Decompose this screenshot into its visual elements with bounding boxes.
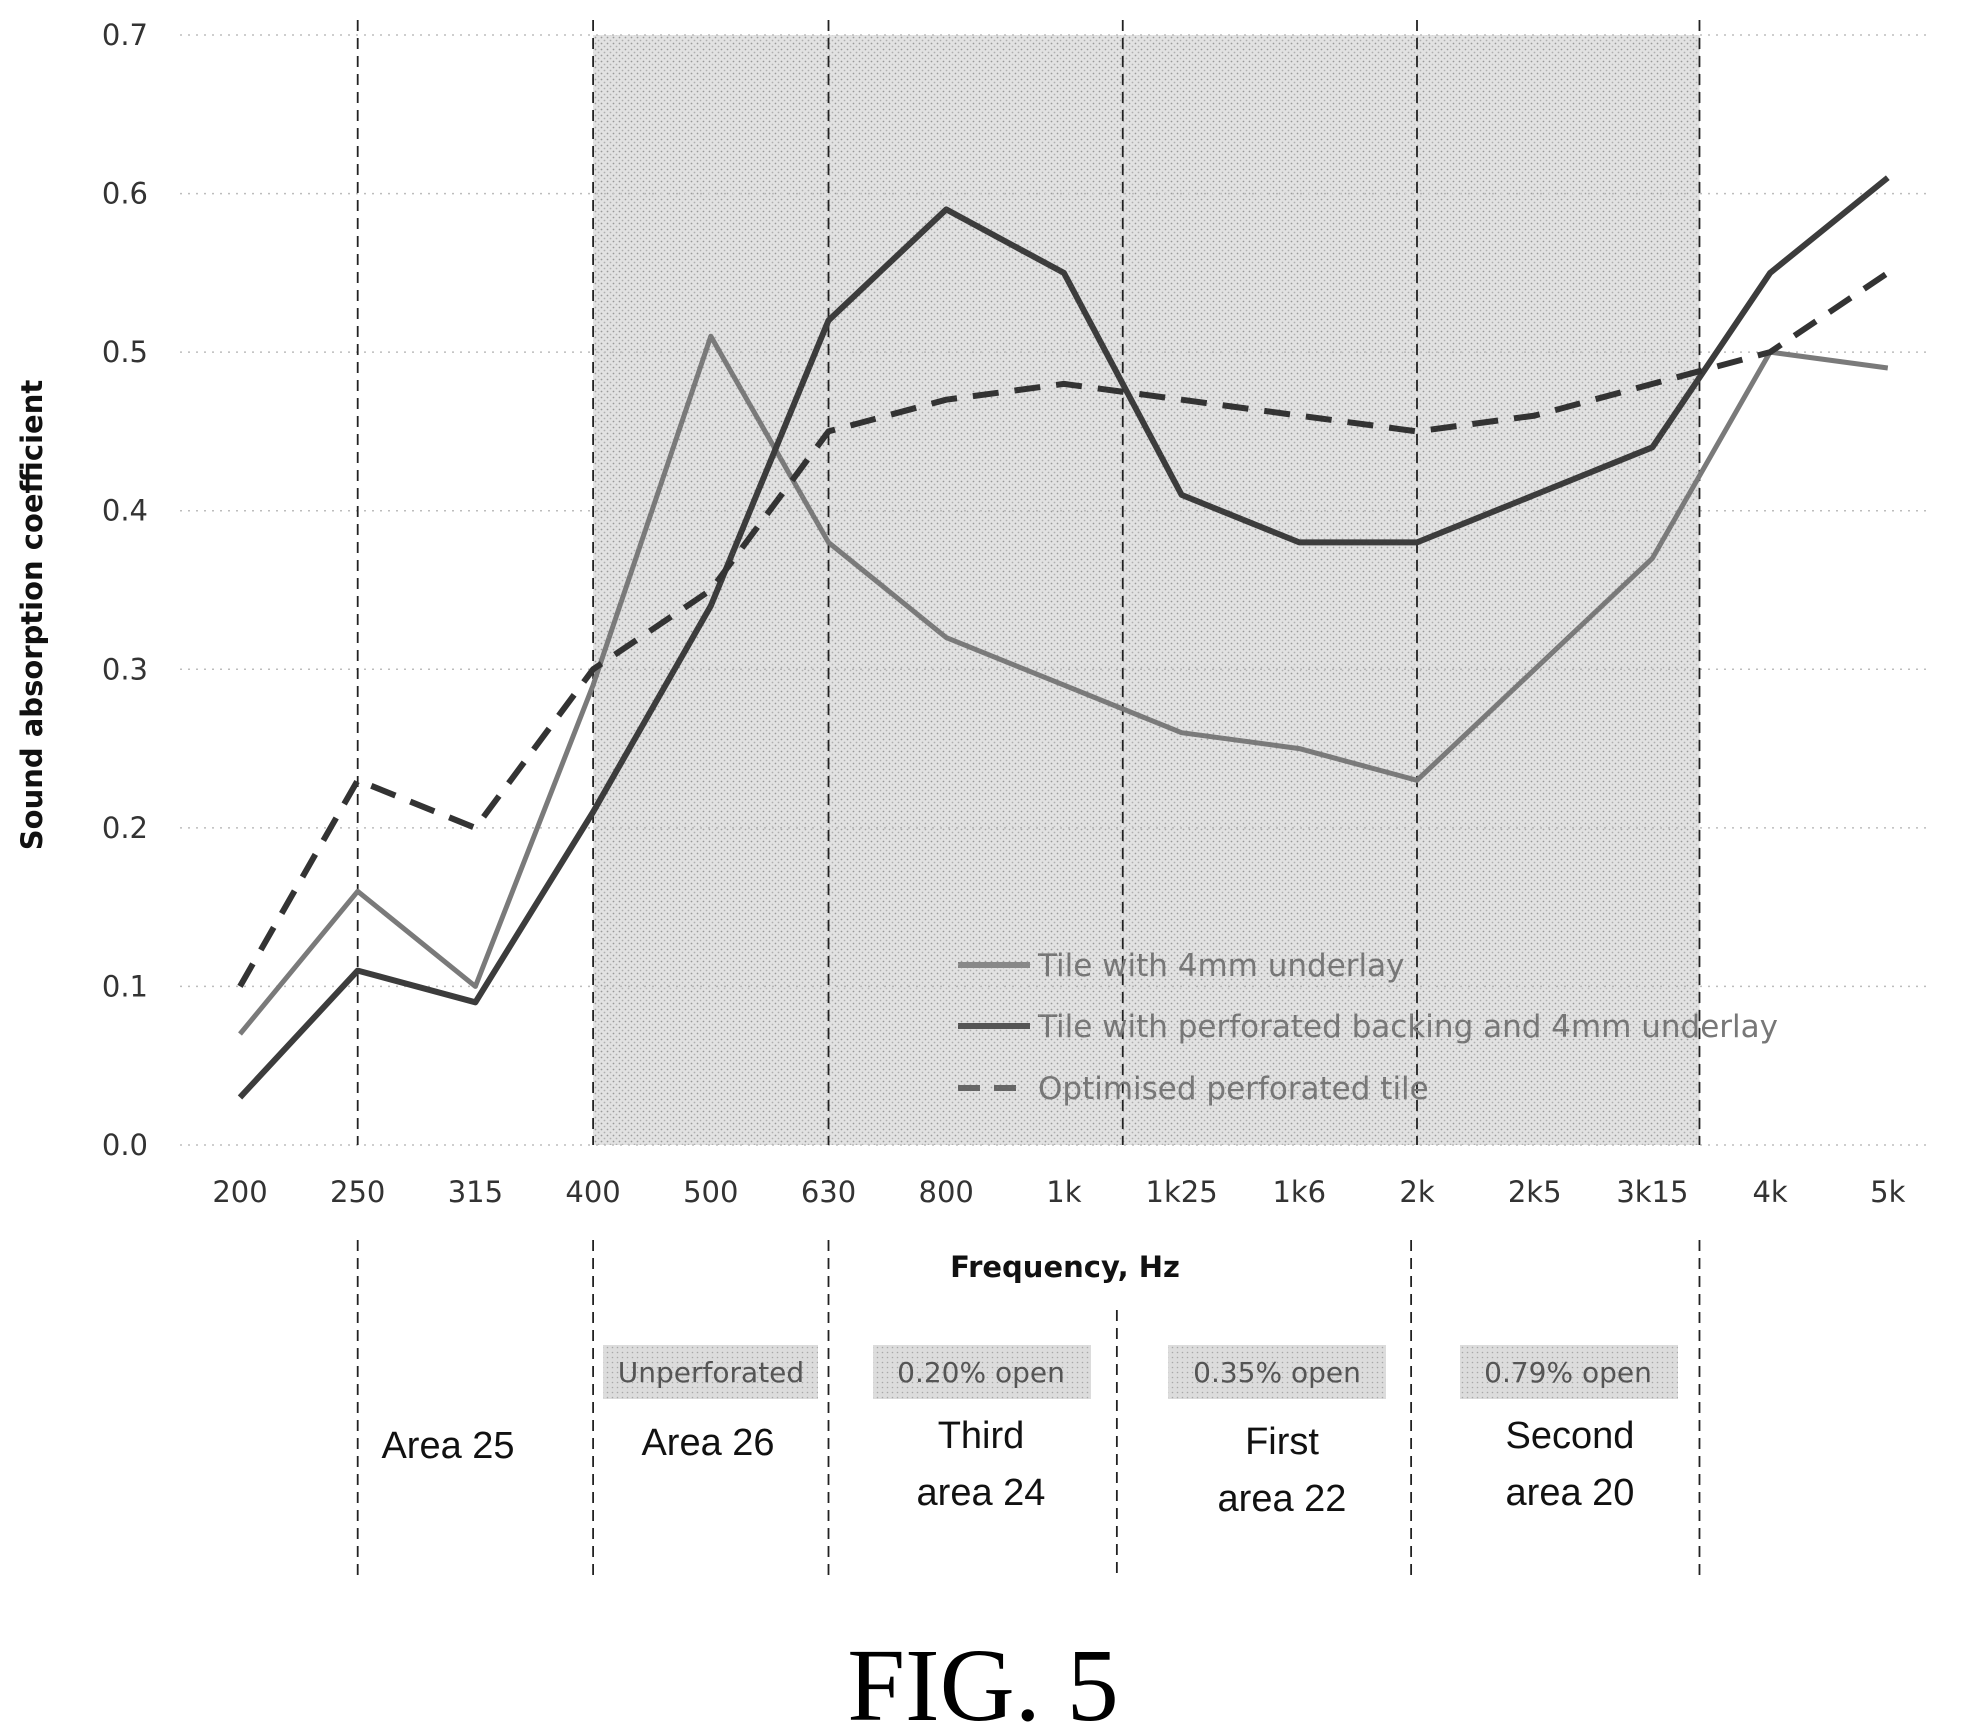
x-tick-label: 250: [330, 1175, 385, 1209]
x-tick-label: 315: [448, 1175, 503, 1209]
series-line-2: [237, 175, 1890, 1100]
area-24-label-line1: Third: [938, 1415, 1025, 1457]
legend-label-series-1: Tile with 4mm underlay: [1037, 948, 1404, 984]
unperforated-box: [603, 1345, 818, 1399]
y-axis-title: Sound absorption coefficient: [15, 380, 49, 851]
y-tick-label: 0.1: [102, 969, 148, 1003]
area-20-open-label: 0.79% open: [1484, 1356, 1652, 1389]
area-20-label-line1: Second: [1506, 1415, 1635, 1457]
x-tick-label: 2k: [1399, 1175, 1434, 1209]
third-area-open-box: [873, 1345, 1091, 1399]
legend-label-series-2: Tile with perforated backing and 4mm und…: [1037, 1009, 1778, 1045]
y-tick-label: 0.0: [102, 1128, 148, 1162]
legend-label-series-3: Optimised perforated tile: [1038, 1071, 1429, 1107]
y-tick-label: 0.6: [102, 177, 148, 211]
y-tick-label: 0.3: [102, 652, 148, 686]
area-annotations: Area 25 Unperforated Area 26 0.20% open …: [381, 1345, 1678, 1520]
shaded-band: [593, 35, 1700, 1145]
area-26-label: Area 26: [641, 1422, 774, 1464]
y-tick-label: 0.5: [102, 335, 148, 369]
y-tick-labels: 0.0 0.1 0.2 0.3 0.4 0.5 0.6 0.7: [102, 18, 148, 1162]
area-25-label: Area 25: [381, 1425, 514, 1467]
area-22-open-label: 0.35% open: [1193, 1356, 1361, 1389]
x-tick-label: 3k15: [1616, 1175, 1688, 1209]
y-tick-label: 0.7: [102, 18, 148, 52]
x-tick-label: 800: [919, 1175, 974, 1209]
x-axis-title: Frequency, Hz: [950, 1250, 1180, 1284]
x-tick-label: 1k25: [1146, 1175, 1218, 1209]
x-tick-label: 200: [212, 1175, 267, 1209]
y-tick-label: 0.2: [102, 811, 148, 845]
y-tick-label: 0.4: [102, 494, 148, 528]
series-line-3: [237, 270, 1890, 988]
x-tick-label: 1k6: [1272, 1175, 1326, 1209]
first-area-open-box: [1168, 1345, 1386, 1399]
x-tick-label: 2k5: [1508, 1175, 1562, 1209]
second-area-open-box: [1460, 1345, 1678, 1399]
x-tick-label: 1k: [1046, 1175, 1081, 1209]
x-tick-labels: 200 250 315 400 500 630 800 1k 1k25 1k6 2k 2k5 3k15 4…: [212, 1175, 1905, 1209]
area-22-label-line1: First: [1245, 1421, 1319, 1463]
x-tick-label: 5k: [1870, 1175, 1905, 1209]
x-tick-label: 4k: [1752, 1175, 1787, 1209]
area-24-label-line2: area 24: [917, 1472, 1046, 1514]
x-tick-label: 500: [683, 1175, 738, 1209]
area-20-label-line2: area 20: [1506, 1472, 1635, 1514]
x-tick-label: 630: [801, 1175, 856, 1209]
series-lines: [237, 175, 1890, 1100]
x-tick-label: 400: [565, 1175, 620, 1209]
area-separators: [356, 20, 1701, 1575]
area-22-label-line2: area 22: [1218, 1478, 1347, 1520]
series-line-1: [238, 333, 1889, 1036]
figure-caption: FIG. 5: [847, 1628, 1119, 1736]
area-24-open-label: 0.20% open: [897, 1356, 1065, 1389]
legend: Tile with 4mm underlay Tile with perfora…: [958, 948, 1778, 1107]
area-26-open-label: Unperforated: [618, 1356, 804, 1389]
